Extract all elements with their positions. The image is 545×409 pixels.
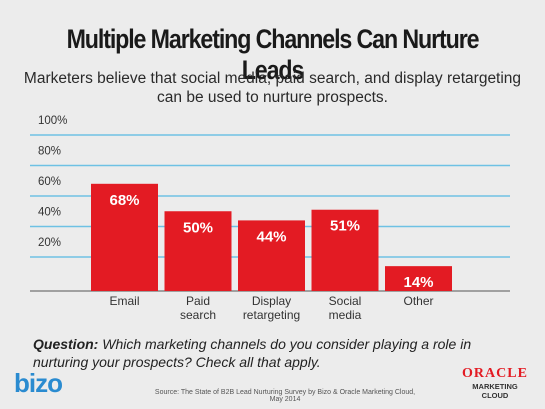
oracle-logo-text: ORACLE <box>462 366 528 381</box>
oracle-marketing-cloud-logo: ORACLE MARKETING CLOUD <box>455 366 535 400</box>
oracle-logo-sub1: MARKETING <box>472 382 518 391</box>
bar-value-label: 14% <box>403 274 433 291</box>
chart-subtitle: Marketers believe that social media, pai… <box>23 70 522 106</box>
bar <box>164 211 232 291</box>
y-tick-label: 100% <box>38 115 67 127</box>
chart-title: Multiple Marketing Channels Can Nurture … <box>66 24 480 85</box>
x-tick-label: Other <box>403 294 433 308</box>
bar-value-label: 44% <box>256 228 286 245</box>
question-label: Question: <box>33 336 99 352</box>
bar-value-label: 68% <box>109 192 139 209</box>
x-tick-label: Paid <box>186 294 210 308</box>
x-tick-label: Social <box>329 294 362 308</box>
x-tick-label: media <box>329 308 362 322</box>
bar-value-label: 51% <box>330 218 360 235</box>
y-tick-label: 40% <box>38 207 61 219</box>
oracle-logo-sub2: CLOUD <box>481 391 509 400</box>
bar <box>385 266 452 291</box>
bizo-logo: bizo <box>14 368 63 399</box>
bar <box>311 209 379 291</box>
bar-value-label: 50% <box>183 219 213 236</box>
x-tick-label: search <box>180 308 216 322</box>
question-text: Which marketing channels do you consider… <box>33 336 472 370</box>
y-tick-label: 60% <box>38 176 61 188</box>
x-tick-label: Email <box>109 294 139 308</box>
y-tick-label: 20% <box>38 237 61 249</box>
bar <box>238 220 305 291</box>
source-note: Source: The State of B2B Lead Nurturing … <box>154 389 416 403</box>
bizo-logo-text: bizo <box>14 368 63 398</box>
bar <box>91 183 158 291</box>
survey-question: Question: Which marketing channels do yo… <box>33 335 523 371</box>
x-tick-label: retargeting <box>243 308 300 322</box>
y-tick-label: 80% <box>38 146 61 158</box>
x-tick-label: Display <box>252 294 291 308</box>
